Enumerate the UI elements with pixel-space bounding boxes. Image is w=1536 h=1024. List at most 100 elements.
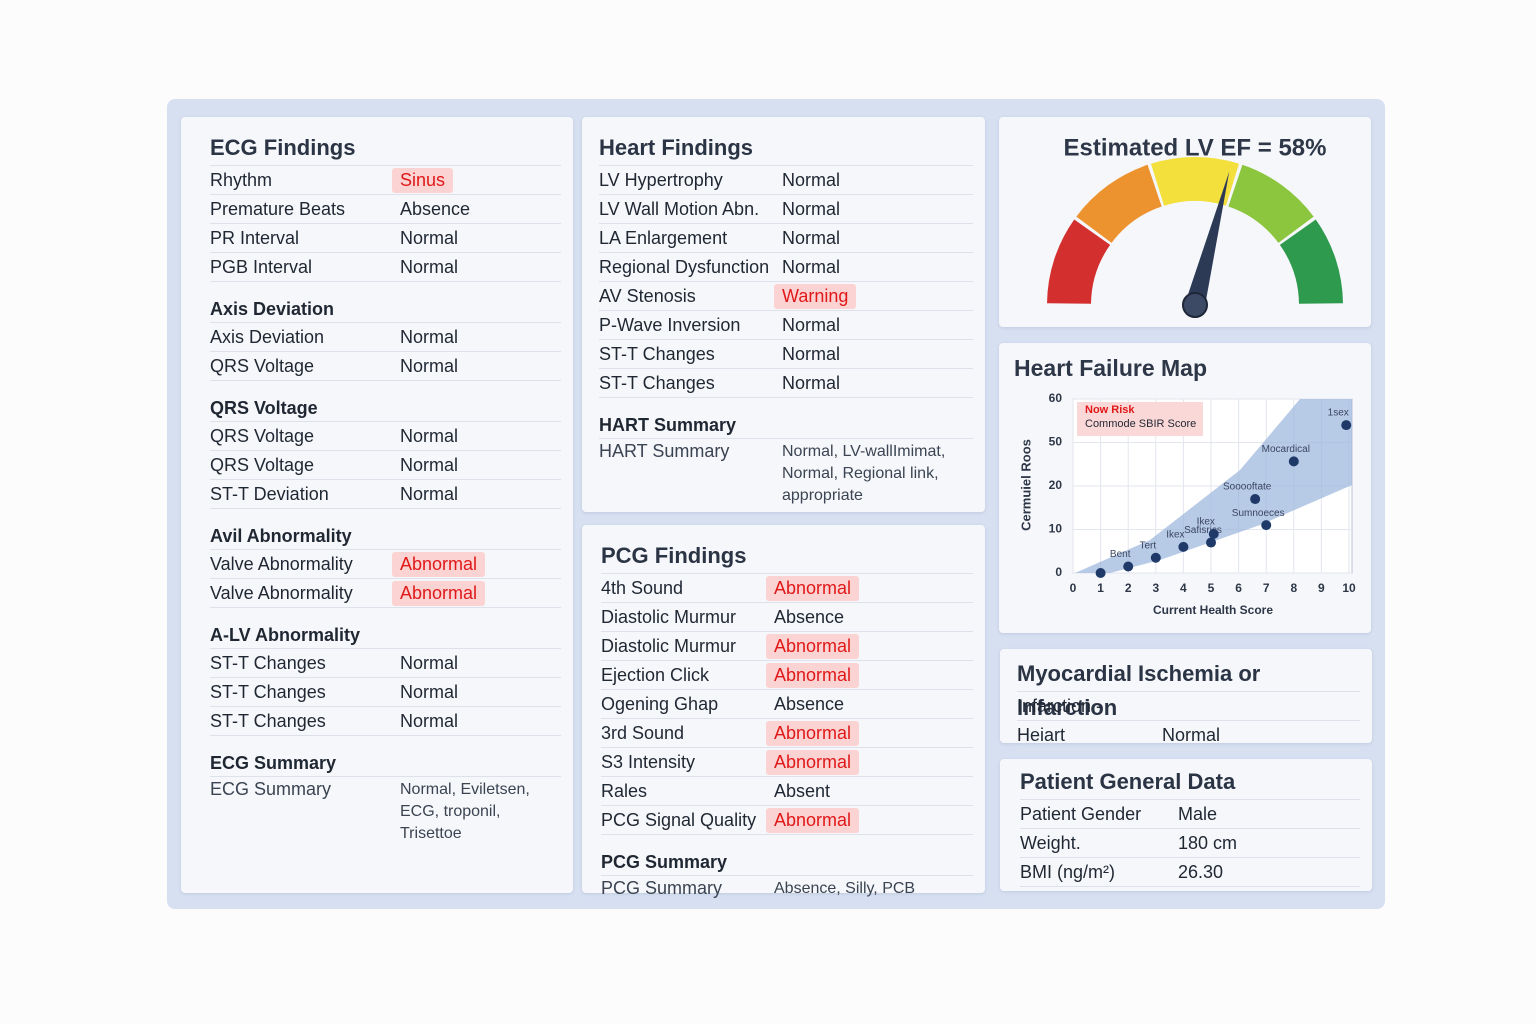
finding-value: 180 cm: [1178, 832, 1238, 853]
finding-label: ST-T Changes: [599, 343, 715, 364]
panel-title: ECG Findings: [210, 131, 561, 166]
finding-row: ST-T Changes Normal: [599, 340, 973, 369]
section-heading: Avil Abnormality: [210, 523, 561, 550]
myo-panel: Myocardial Ischemia or Infarction Infarct…: [1000, 649, 1372, 750]
finding-value: Normal: [400, 256, 459, 277]
finding-value: Normal: [782, 343, 841, 364]
finding-row: LV Wall Motion Abn. Normal: [599, 195, 973, 224]
finding-value: Normal: [1162, 724, 1221, 745]
section-heading: Axis Deviation: [210, 296, 561, 323]
finding-alert: Abnormal: [766, 720, 860, 746]
finding-label: Diastolic Murmur: [601, 635, 737, 656]
finding-row: S3 Intensity Abnormal: [601, 748, 973, 777]
finding-label: Diastolic Murmur: [601, 606, 737, 627]
finding-value: Normal: [400, 454, 459, 475]
finding-alert: Abnormal: [766, 807, 860, 833]
finding-row: Regional Dysfunction Normal: [599, 253, 973, 282]
panel-title: Heart Findings: [599, 131, 973, 166]
finding-alert: Abnormal: [392, 551, 486, 577]
ecg-panel: ECG Findings Rhythm Sinus Premature Beats Ab…: [181, 117, 573, 893]
finding-row: Diastolic Murmur Abnormal: [601, 632, 973, 661]
finding-row: QRS Voltage Normal: [210, 352, 561, 381]
finding-label: Valve Abnormality: [210, 582, 353, 603]
gauge-card: [999, 117, 1371, 327]
finding-value: Normal: [782, 227, 841, 248]
finding-row: ST-T Changes Normal: [599, 369, 973, 398]
finding-value: Normal: [400, 326, 459, 347]
finding-value: Normal: [400, 227, 459, 248]
finding-label: BMI (ng/m²): [1020, 861, 1116, 882]
finding-label: HART Summary: [599, 441, 730, 461]
finding-label: Heiart: [1017, 724, 1066, 745]
finding-row: Ogening Ghap Absence: [601, 690, 973, 719]
finding-value: Normal, LV-wallImimat, Normal, Regional …: [782, 443, 946, 504]
finding-alert: Sinus: [392, 167, 454, 193]
finding-value: Absence: [400, 198, 471, 219]
finding-label: Infarction -: [1017, 695, 1103, 716]
finding-alert: Abnormal: [766, 633, 860, 659]
finding-row: BMI (ng/m²) 26.30: [1020, 858, 1360, 887]
finding-label: AV Stenosis: [599, 285, 696, 306]
finding-label: PCG Summary: [601, 878, 723, 898]
finding-row: AV Stenosis Warning: [599, 282, 973, 311]
finding-row: QRS Voltage Normal: [210, 422, 561, 451]
patient-panel: Patient General Data Patient Gender Male We…: [1000, 759, 1372, 891]
finding-label: LV Wall Motion Abn.: [599, 198, 760, 219]
finding-alert: Abnormal: [766, 662, 860, 688]
finding-label: PGB Interval: [210, 256, 313, 277]
finding-label: Ogening Ghap: [601, 693, 719, 714]
map-card: [999, 343, 1371, 633]
finding-label: S3 Intensity: [601, 751, 696, 772]
finding-label: QRS Voltage: [210, 454, 315, 475]
finding-label: Valve Abnormality: [210, 553, 353, 574]
finding-row: Valve Abnormality Abnormal: [210, 550, 561, 579]
panel-title: Myocardial Ischemia or Infarction: [1017, 657, 1360, 720]
finding-label: QRS Voltage: [210, 425, 315, 446]
finding-label: ST-T Changes: [210, 652, 326, 673]
finding-row: Weight. 180 cm: [1020, 829, 1360, 858]
panel-title: PCG Findings: [601, 539, 973, 574]
finding-row: Rhythm Sinus: [210, 166, 561, 195]
pcg-panel: PCG Findings 4th Sound Abnormal Diastolic M…: [582, 525, 985, 898]
finding-value: Absence: [774, 606, 845, 627]
finding-value: Absence: [774, 693, 845, 714]
finding-value: Normal, Eviletsen, ECG, troponil, Triset…: [400, 781, 530, 842]
finding-label: LA Enlargement: [599, 227, 728, 248]
finding-value: Normal: [400, 681, 459, 702]
finding-label: Regional Dysfunction: [599, 256, 770, 277]
finding-label: Patient Gender: [1020, 803, 1142, 824]
finding-label: Rales: [601, 780, 648, 801]
finding-row: PCG Signal Quality Abnormal: [601, 806, 973, 835]
finding-row: Premature Beats Absence: [210, 195, 561, 224]
finding-label: ST-T Changes: [599, 372, 715, 393]
finding-value: Normal: [782, 256, 841, 277]
section-heading: PCG Summary: [601, 849, 973, 876]
finding-label: LV Hypertrophy: [599, 169, 723, 190]
finding-row: Ejection Click Abnormal: [601, 661, 973, 690]
finding-value: Normal: [400, 652, 459, 673]
finding-alert: Abnormal: [766, 575, 860, 601]
finding-label: ST-T Changes: [210, 681, 326, 702]
finding-label: Rhythm: [210, 169, 273, 190]
finding-row: ST-T Deviation Normal: [210, 480, 561, 509]
finding-label: Axis Deviation: [210, 326, 325, 347]
finding-alert: Abnormal: [392, 580, 486, 606]
finding-value: Absence, Silly, PCB: [774, 880, 916, 897]
finding-value: Male: [1178, 803, 1218, 824]
finding-label: PR Interval: [210, 227, 300, 248]
finding-value: Normal: [782, 198, 841, 219]
finding-label: Weight.: [1020, 832, 1081, 853]
finding-row: 3rd Sound Abnormal: [601, 719, 973, 748]
section-heading: QRS Voltage: [210, 395, 561, 422]
finding-row: Diastolic Murmur Absence: [601, 603, 973, 632]
finding-row: Patient Gender Male: [1020, 800, 1360, 829]
finding-value: Normal: [400, 483, 459, 504]
finding-value: Normal: [400, 710, 459, 731]
finding-row: Infarction -: [1017, 692, 1360, 721]
finding-row: ST-T Changes Normal: [210, 649, 561, 678]
finding-label: ST-T Changes: [210, 710, 326, 731]
finding-row: Valve Abnormality Abnormal: [210, 579, 561, 608]
finding-label: ST-T Deviation: [210, 483, 329, 504]
finding-row: P-Wave Inversion Normal: [599, 311, 973, 340]
